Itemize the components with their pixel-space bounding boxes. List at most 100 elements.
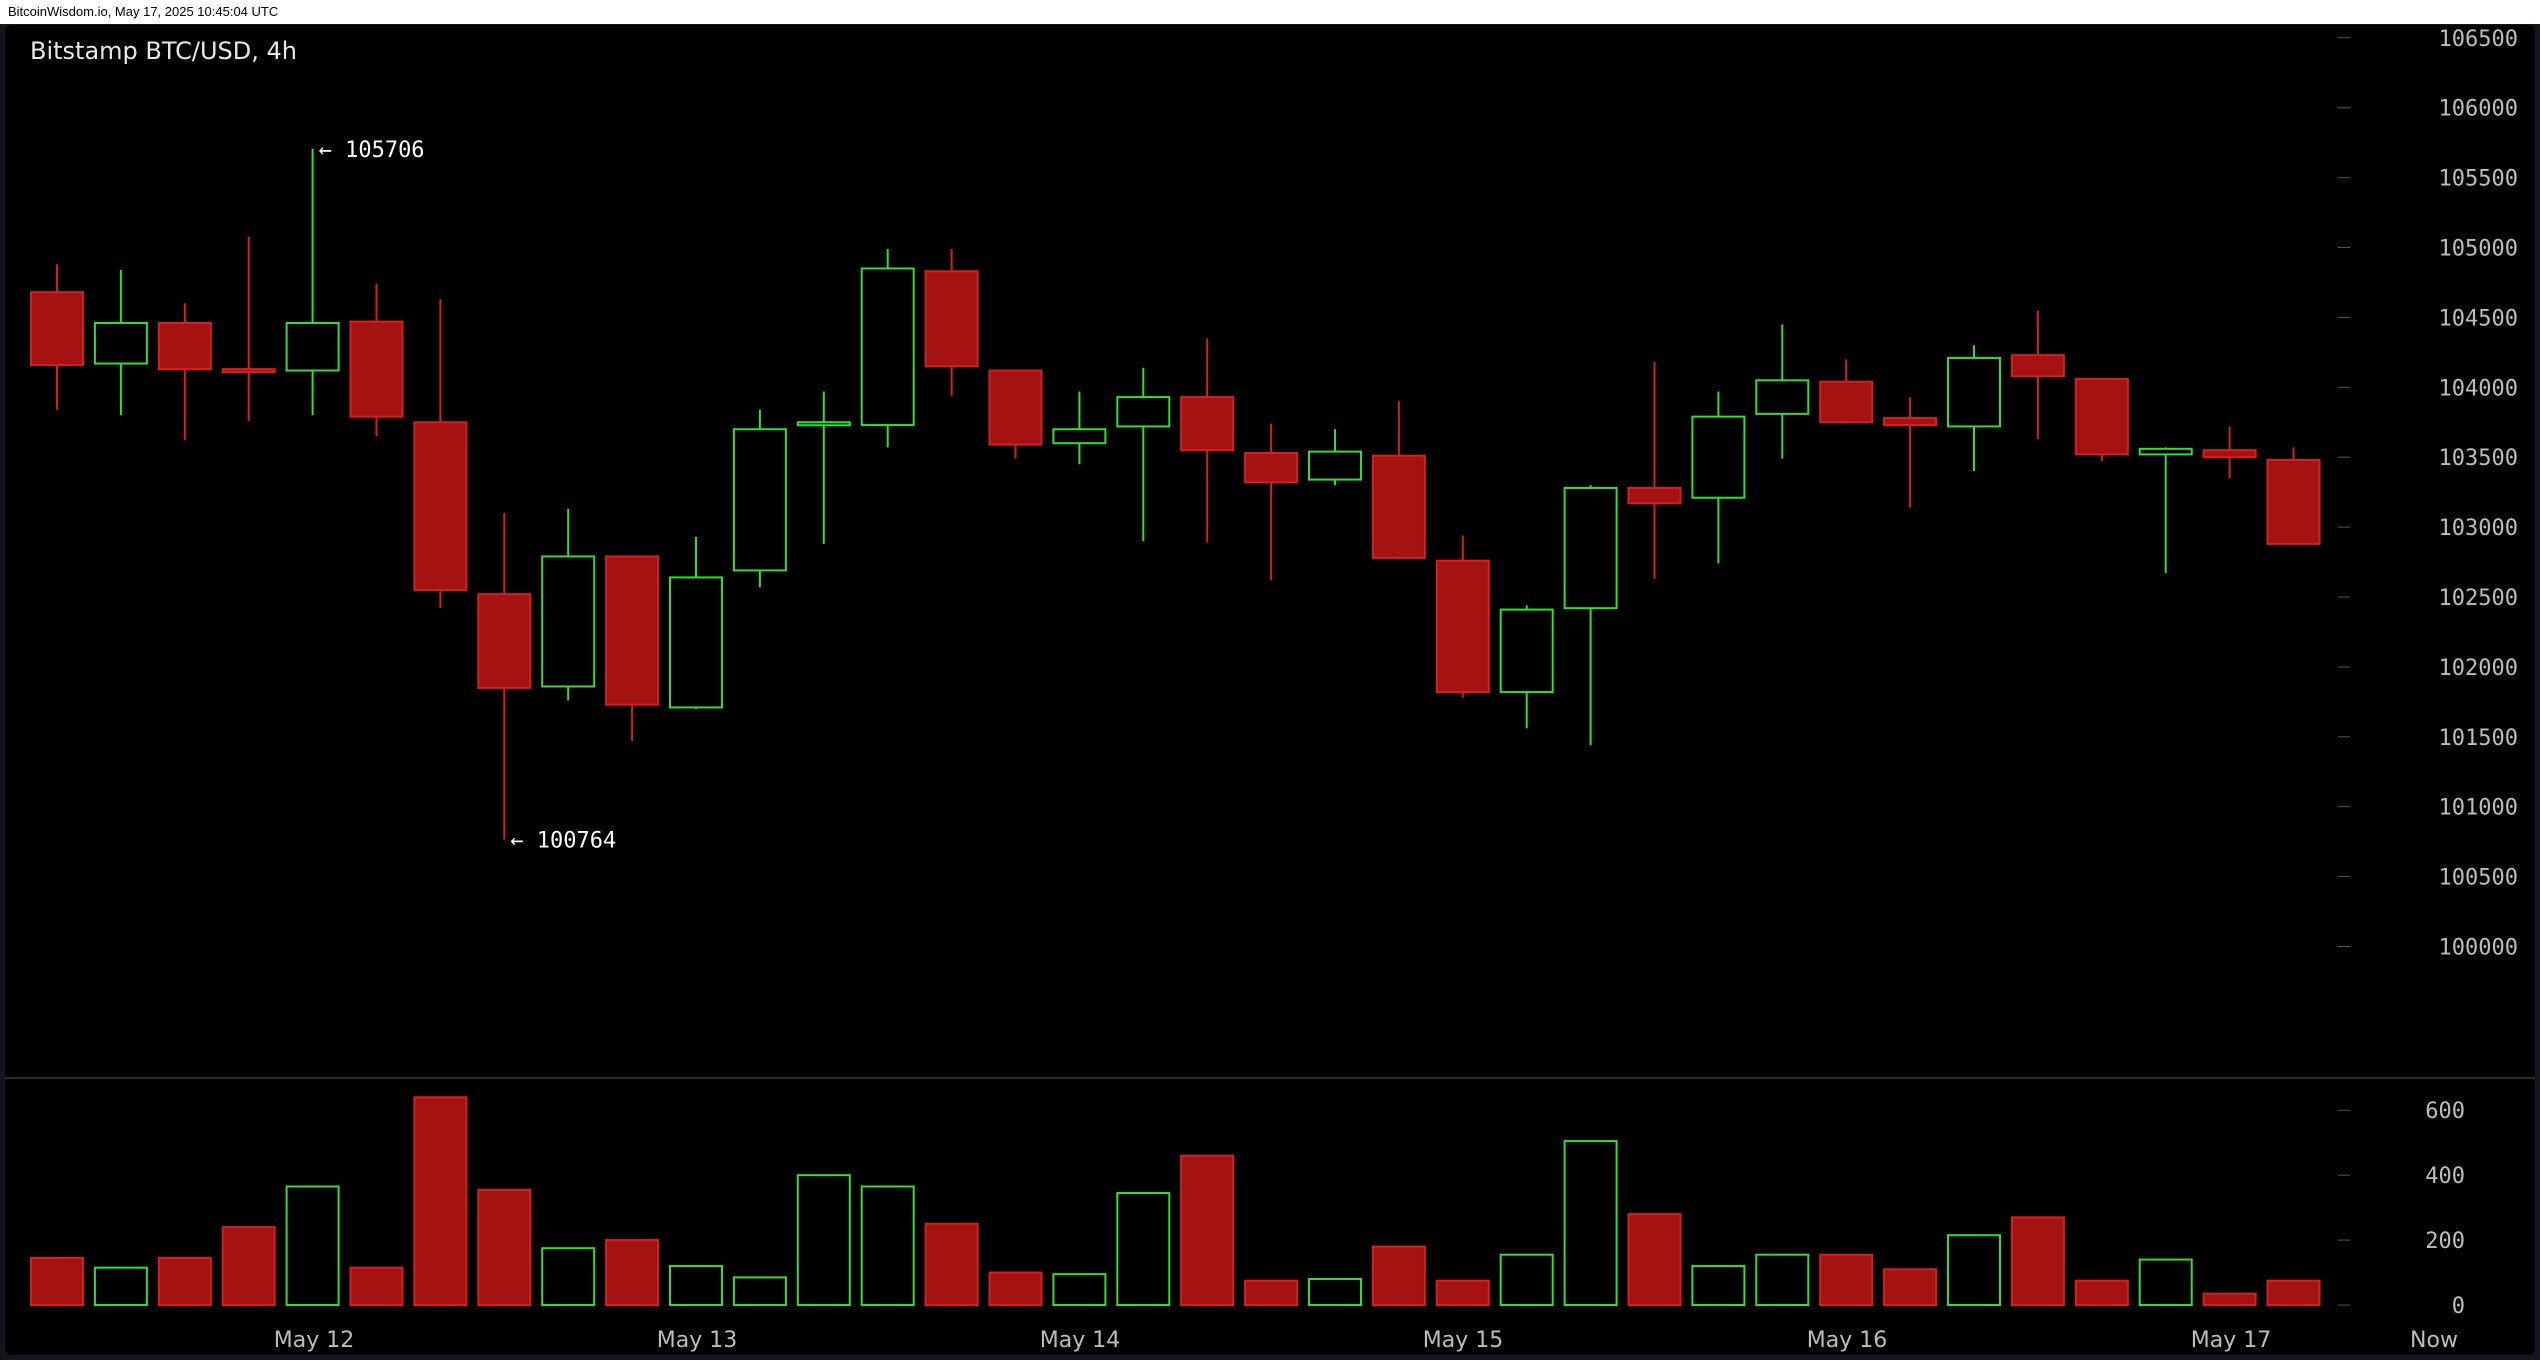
volume-bar-up — [1755, 1253, 1810, 1307]
volume-bar-up — [93, 1266, 148, 1307]
volume-bar-up — [1563, 1140, 1618, 1307]
volume-bar-down — [1180, 1154, 1235, 1306]
volume-bar-up — [796, 1174, 851, 1307]
volume-bar-down — [413, 1096, 468, 1306]
volume-bar-down — [1627, 1213, 1682, 1307]
candle-body-down — [924, 270, 979, 368]
price-annotation: ← 100764 — [510, 829, 616, 854]
price-tick-label: 101000 — [2439, 796, 2518, 821]
price-tick-label: 104500 — [2439, 306, 2518, 331]
price-tick-label: 105000 — [2439, 237, 2518, 262]
time-axis-label: May 15 — [1423, 1328, 1503, 1353]
volume-tick-label: 200 — [2425, 1229, 2465, 1254]
candle-body-up — [732, 428, 787, 572]
candle-body-down — [605, 555, 660, 706]
candle-body-down — [1371, 454, 1426, 559]
volume-bar-up — [1116, 1192, 1171, 1306]
candle-body-up — [285, 321, 340, 372]
candle-body-up — [1563, 486, 1618, 610]
candle-body-down — [1180, 396, 1235, 452]
chart-title: Bitstamp BTC/USD, 4h — [30, 37, 297, 65]
volume-bar-up — [285, 1185, 340, 1306]
candle-body-up — [1308, 450, 1362, 481]
watermark-bar: BitcoinWisdom.io, May 17, 2025 10:45:04 … — [0, 0, 2540, 24]
price-tick-label: 105500 — [2439, 167, 2518, 192]
volume-bar-down — [1244, 1279, 1299, 1307]
candle-body-down — [221, 368, 276, 374]
candle-body-up — [860, 267, 915, 427]
volume-bar-up — [2138, 1258, 2193, 1307]
candle-body-down — [1883, 417, 1938, 427]
volume-bar-down — [2074, 1279, 2129, 1307]
candle-body-up — [1691, 415, 1746, 499]
time-axis-label: May 13 — [657, 1328, 737, 1353]
candle-body-down — [1244, 452, 1299, 484]
volume-bar-up — [1499, 1253, 1554, 1307]
candle-body-up — [93, 321, 148, 365]
candle-body-down — [1627, 486, 1682, 505]
volume-bar-down — [605, 1239, 660, 1306]
candle-body-down — [477, 593, 532, 689]
volume-bar-up — [732, 1276, 787, 1307]
volume-bar-down — [1819, 1253, 1874, 1307]
price-tick-label: 103500 — [2439, 446, 2518, 471]
candle-body-down — [2010, 354, 2065, 378]
candle-body-up — [1947, 356, 2001, 428]
volume-bar-down — [988, 1271, 1043, 1307]
volume-bar-up — [1052, 1273, 1107, 1306]
time-axis-label: Now — [2410, 1328, 2458, 1353]
volume-tick-label: 400 — [2425, 1164, 2465, 1189]
candle-body-down — [413, 421, 468, 592]
price-tick-label: 104000 — [2439, 376, 2518, 401]
time-axis-label: May 14 — [1040, 1328, 1120, 1353]
time-axis-label: May 17 — [2191, 1328, 2271, 1353]
candle-body-down — [2074, 377, 2129, 456]
price-tick-label: 103000 — [2439, 516, 2518, 541]
candle-body-down — [30, 291, 84, 366]
volume-bar-down — [477, 1188, 532, 1306]
volume-bar-down — [157, 1256, 212, 1306]
candlestick-chart: 100000 100500 101000 101500 102000 102500 1030… — [5, 27, 2535, 1353]
volume-bar-up — [1947, 1234, 2001, 1307]
volume-bar-up — [1308, 1278, 1362, 1306]
volume-bar-down — [30, 1256, 84, 1306]
volume-bar-down — [1435, 1279, 1490, 1307]
time-axis-label: May 16 — [1807, 1328, 1887, 1353]
price-tick-label: 100000 — [2439, 936, 2518, 961]
volume-bar-up — [860, 1185, 915, 1306]
candle-body-up — [669, 576, 723, 709]
price-tick-label: 100500 — [2439, 866, 2518, 891]
volume-bar-down — [1883, 1268, 1938, 1306]
time-axis-label: May 12 — [274, 1328, 354, 1353]
candle-body-up — [541, 555, 596, 688]
candle-body-down — [2266, 458, 2321, 545]
volume-bar-up — [1691, 1265, 1746, 1306]
candle-body-up — [1116, 396, 1171, 428]
watermark-text: BitcoinWisdom.io, May 17, 2025 10:45:04 … — [8, 4, 279, 19]
volume-tick-label: 600 — [2425, 1099, 2465, 1124]
chart-panel: Bitstamp BTC/USD, 4h 100000 100500 101000 1… — [5, 25, 2535, 1355]
volume-tick-label: 0 — [2452, 1294, 2465, 1319]
volume-bar-down — [349, 1266, 404, 1307]
candle-body-down — [2202, 449, 2257, 459]
candle-body-down — [1435, 559, 1490, 694]
candle-body-up — [1052, 428, 1107, 445]
candle-body-down — [349, 320, 404, 418]
price-tick-label: 106500 — [2439, 27, 2518, 52]
price-tick-label: 106000 — [2439, 97, 2518, 122]
candle-body-up — [796, 421, 851, 427]
volume-bar-down — [924, 1222, 979, 1306]
volume-bar-up — [541, 1247, 596, 1306]
volume-bar-down — [1371, 1245, 1426, 1307]
candle-body-up — [2138, 447, 2193, 456]
price-tick-label: 101500 — [2439, 726, 2518, 751]
volume-bar-down — [2202, 1292, 2257, 1307]
volume-bar-down — [221, 1226, 276, 1306]
candle-body-up — [1755, 379, 1810, 415]
price-tick-label: 102000 — [2439, 656, 2518, 681]
price-tick-label: 102500 — [2439, 586, 2518, 611]
candle-body-down — [1819, 380, 1874, 424]
candle-body-down — [988, 369, 1043, 446]
candle-body-up — [1499, 608, 1554, 694]
volume-bar-down — [2010, 1216, 2065, 1307]
